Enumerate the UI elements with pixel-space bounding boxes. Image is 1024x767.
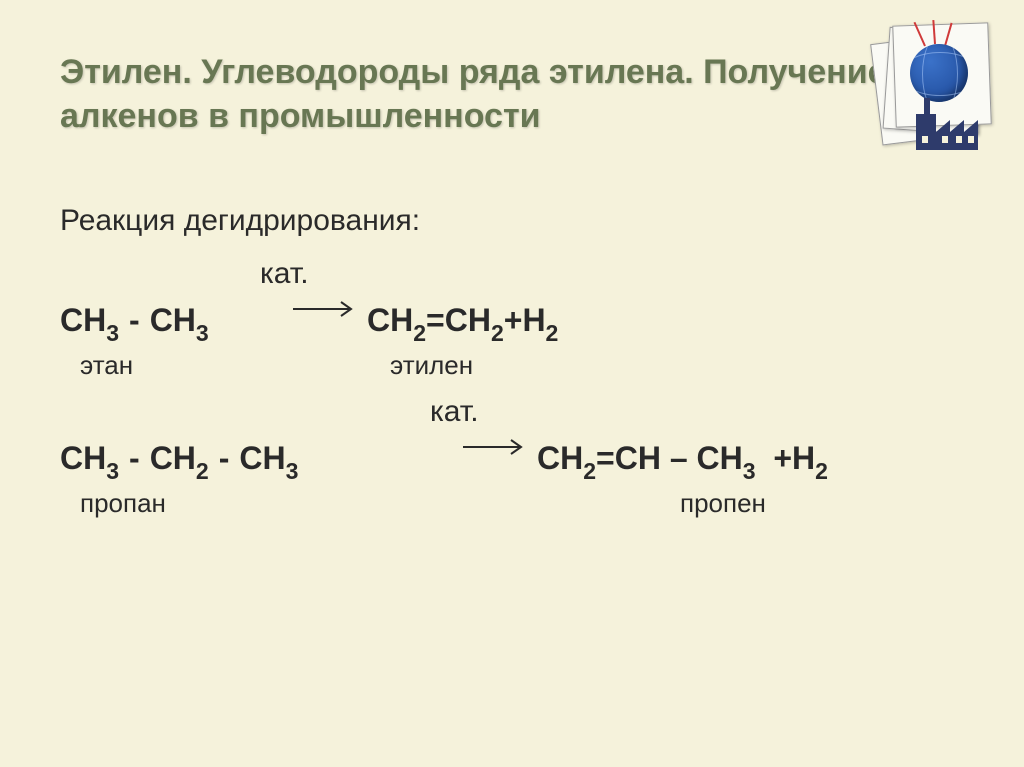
- reaction-1-lhs: СН3-СН3: [60, 296, 285, 348]
- reaction-2: СН3-СН2-СН3 СН2=СН – СН3 +Н2: [60, 434, 964, 486]
- slide: Этилен. Углеводороды ряда этилена. Получ…: [0, 0, 1024, 767]
- label-ethane: этан: [60, 346, 380, 385]
- arrow-icon: [291, 285, 361, 307]
- reaction-2-lhs: СН3-СН2-СН3: [60, 434, 455, 486]
- label-propane: пропан: [60, 484, 650, 523]
- arrow-icon: [461, 423, 531, 445]
- factory-icon: [916, 92, 994, 155]
- reaction-1-labels: этан этилен: [60, 346, 964, 385]
- reaction-1: СН3-СН3 СН2=СН2+Н2: [60, 296, 964, 348]
- reaction-2-labels: пропан пропен: [60, 484, 964, 523]
- slide-title: Этилен. Углеводороды ряда этилена. Получ…: [60, 50, 920, 138]
- corner-illustration: [876, 24, 996, 154]
- content-area: Реакция дегидрирования: кат. СН3-СН3 СН2…: [60, 198, 964, 523]
- reaction-1-rhs: СН2=СН2+Н2: [367, 296, 558, 348]
- reaction-2-rhs: СН2=СН – СН3 +Н2: [537, 434, 828, 486]
- reaction-heading: Реакция дегидрирования:: [60, 198, 964, 243]
- catalyst-label-1: кат.: [260, 251, 964, 296]
- label-propene: пропен: [650, 484, 766, 523]
- label-ethylene: этилен: [380, 346, 473, 385]
